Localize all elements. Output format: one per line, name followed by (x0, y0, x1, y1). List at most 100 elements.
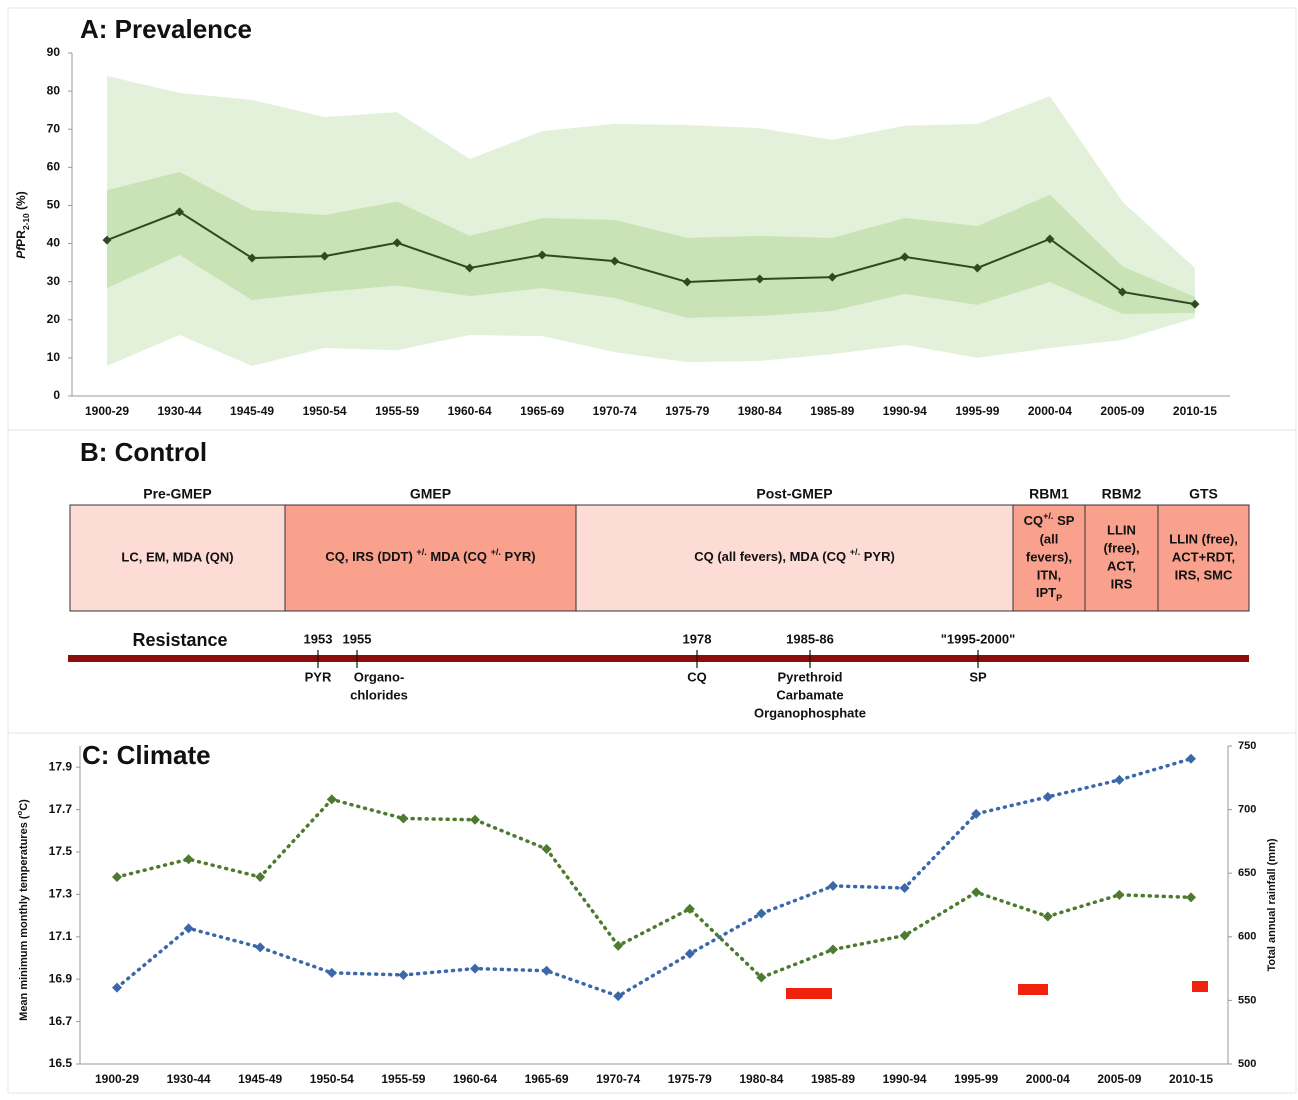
series-line (115, 756, 1193, 999)
point (112, 872, 122, 883)
x-tick-label: 1955-59 (375, 404, 419, 418)
event-marker (1018, 984, 1048, 995)
point (470, 963, 480, 974)
point (756, 908, 767, 919)
phase-name: Post-GMEP (756, 486, 832, 502)
x-tick-label: 1950-54 (310, 1072, 354, 1086)
resistance-label: Resistance (132, 630, 227, 650)
chart-title: A: Prevalence (80, 14, 252, 44)
phase-box (1084, 504, 1159, 612)
phase-text: LLIN (1107, 522, 1136, 537)
event-year: 1955 (343, 631, 372, 646)
x-tick-label: 1955-59 (381, 1072, 425, 1086)
x-tick-label: 2000-04 (1026, 1072, 1070, 1086)
phase-text: fevers), (1026, 549, 1072, 564)
phase-text: LLIN (free), (1169, 531, 1238, 546)
phase-box (1012, 504, 1086, 612)
text-part: +/. (1043, 511, 1053, 521)
text-part: +/. (850, 547, 860, 557)
point (541, 965, 552, 976)
phase-text: ACT, (1107, 558, 1136, 573)
x-tick-label: 2005-09 (1100, 404, 1144, 418)
y2-axis-label: Total annual rainfall (mm) (1266, 838, 1278, 971)
point (465, 263, 475, 273)
point (398, 969, 409, 980)
point (326, 794, 337, 805)
point (326, 967, 337, 978)
x-tick-label: 1970-74 (596, 1072, 640, 1086)
y2-tick-label: 500 (1238, 1058, 1256, 1070)
y-tick-label: 80 (47, 83, 61, 97)
point (610, 256, 620, 266)
x-tick-label: 1965-69 (520, 404, 564, 418)
y-tick-label: 50 (47, 198, 61, 212)
point (1186, 892, 1196, 903)
x-tick-label: 1965-69 (525, 1072, 569, 1086)
x-tick-label: 1970-74 (593, 404, 637, 418)
text-part: CQ (1024, 513, 1044, 528)
phase-text: ITN, (1037, 567, 1062, 582)
point (541, 844, 552, 855)
point (613, 940, 624, 951)
point (255, 872, 266, 883)
point (971, 808, 982, 819)
phase-box (575, 504, 1014, 612)
y2-tick-label: 550 (1238, 994, 1256, 1006)
point (971, 887, 982, 898)
point (899, 930, 910, 941)
point (537, 250, 547, 260)
x-tick-label: 1975-79 (665, 404, 709, 418)
y2-tick-label: 600 (1238, 931, 1256, 943)
y-tick-label: 10 (47, 350, 61, 364)
phase-text: LC, EM, MDA (QN) (121, 549, 233, 564)
event-year: 1978 (683, 631, 712, 646)
x-tick-label: 1980-84 (738, 404, 782, 418)
point (756, 972, 767, 983)
panel-title: B: Control (80, 437, 207, 467)
y-tick-label: 20 (47, 312, 61, 326)
point (899, 883, 910, 894)
x-tick-label: 1930-44 (158, 404, 202, 418)
point (470, 814, 480, 825)
point (1042, 911, 1053, 922)
point (247, 253, 257, 263)
x-tick-label: 1900-29 (95, 1072, 139, 1086)
event-marker (786, 988, 832, 999)
y-tick-label: 40 (47, 236, 61, 250)
phase-name: GTS (1189, 486, 1218, 502)
y-tick-label: 16.9 (49, 971, 73, 985)
x-tick-label: 1995-99 (955, 404, 999, 418)
phase-box (1157, 504, 1250, 612)
y-tick-label: 17.7 (49, 802, 73, 816)
phase-box (69, 504, 286, 612)
text-part: +/. (416, 547, 426, 557)
x-tick-label: 2000-04 (1028, 404, 1072, 418)
y-tick-label: 16.7 (49, 1014, 73, 1028)
point (613, 991, 624, 1002)
x-tick-label: 1980-84 (739, 1072, 783, 1086)
y-tick-label: 17.1 (49, 929, 73, 943)
y2-tick-label: 650 (1238, 867, 1256, 879)
x-tick-label: 1990-94 (883, 404, 927, 418)
point (684, 948, 695, 959)
point (1117, 287, 1127, 297)
event-year: 1985-86 (786, 631, 834, 646)
y-tick-label: 0 (53, 388, 60, 402)
text-part: +/. (491, 547, 501, 557)
event-marker (1192, 981, 1208, 992)
phase-box (284, 504, 577, 612)
event-agent: PYR (305, 669, 332, 684)
panel-c-frame (7, 732, 1297, 1094)
x-tick-label: 1900-29 (85, 404, 129, 418)
x-tick-label: 1985-89 (811, 1072, 855, 1086)
text-part: SP (1053, 513, 1074, 528)
point (1190, 299, 1200, 309)
text-part: CQ (all fevers), MDA (CQ (694, 549, 850, 564)
range-band (107, 171, 1195, 318)
text-part: C) (18, 799, 30, 811)
phase-text: CQ+/. SP (1024, 511, 1075, 528)
text-part: PYR) (501, 549, 536, 564)
phase-name: GMEP (410, 486, 451, 502)
event-agent: chlorides (350, 687, 408, 702)
y-tick-label: 30 (47, 274, 61, 288)
